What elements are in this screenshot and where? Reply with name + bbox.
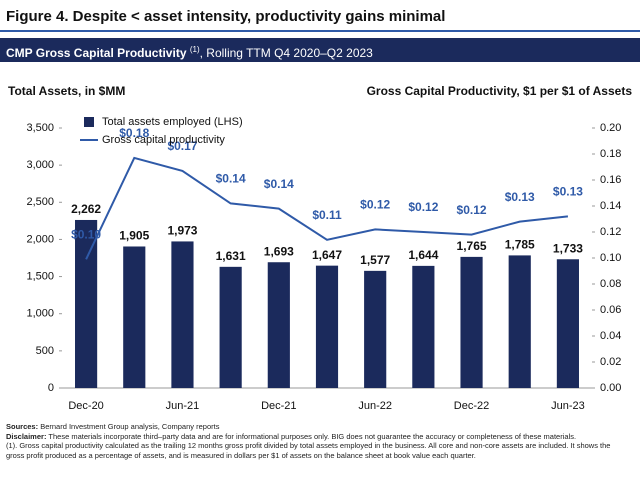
y2-tick-label: 0.18 — [600, 148, 621, 160]
y2-tick-label: 0.10 — [600, 252, 621, 264]
banner-subtitle: , Rolling TTM Q4 2020–Q2 2023 — [199, 46, 373, 60]
y2-tick-label: 0.06 — [600, 304, 621, 316]
y2-tick-label: 0.20 — [600, 122, 621, 134]
disclaimer: Disclaimer: These materials incorporate … — [6, 432, 626, 442]
disclaimer-text: These materials incorporate third–party … — [48, 431, 577, 441]
y-tick-label: 2,500 — [26, 196, 54, 208]
line-value-label: $0.18 — [119, 126, 149, 140]
bar — [75, 219, 98, 388]
bar-value-label: 1,765 — [457, 239, 487, 253]
bar — [315, 265, 339, 388]
y-tick-label: 2,000 — [26, 233, 54, 245]
banner-superscript: (1) — [189, 45, 200, 54]
y2-tick-label: 0.12 — [600, 226, 621, 238]
bar — [123, 246, 146, 388]
legend-label: Gross capital productivity — [102, 134, 225, 146]
footnotes: Sources: Bernard Investment Group analys… — [6, 422, 626, 460]
bar-value-label: 1,647 — [312, 248, 342, 262]
bar — [412, 265, 435, 388]
y-tick-label: 0 — [48, 382, 54, 394]
banner-title: CMP Gross Capital Productivity — [6, 46, 187, 60]
bar-value-label: 1,973 — [167, 224, 197, 238]
line-value-label: $0.12 — [408, 200, 438, 214]
note: (1). Gross capital productivity calculat… — [6, 441, 611, 460]
y2-tick-label: 0.08 — [600, 278, 621, 290]
chart: Total Assets, in $MM Gross Capital Produ… — [8, 84, 633, 412]
line-value-label: $0.13 — [553, 185, 583, 199]
line-value-label: $0.14 — [264, 177, 294, 191]
bar — [364, 270, 387, 388]
y-tick-label: 3,000 — [26, 159, 54, 171]
bar-value-label: 1,644 — [408, 248, 438, 262]
y2-tick-label: 0.02 — [600, 356, 621, 368]
bar-value-label: 1,577 — [360, 253, 390, 267]
bar — [171, 241, 194, 388]
y-tick-label: 1,000 — [26, 308, 54, 320]
bar-value-label: 1,631 — [216, 249, 246, 263]
line-value-label: $0.13 — [505, 190, 535, 204]
y-axis-title: Total Assets, in $MM — [8, 84, 125, 98]
line-value-label: $0.12 — [457, 203, 487, 217]
bar — [267, 262, 290, 388]
y-tick-label: 3,500 — [26, 122, 54, 134]
bar — [508, 255, 531, 388]
y2-tick-label: 0.04 — [600, 330, 621, 342]
bar — [219, 266, 242, 388]
bar-value-label: 1,905 — [119, 229, 149, 243]
line-value-label: $0.17 — [167, 139, 197, 153]
x-tick-label: Jun-23 — [551, 400, 585, 412]
sources-text: Bernard Investment Group analysis, Compa… — [40, 422, 220, 431]
bar — [556, 259, 579, 388]
banner: CMP Gross Capital Productivity (1), Roll… — [0, 38, 640, 62]
line — [85, 156, 569, 260]
bar-value-label: 1,693 — [264, 244, 294, 258]
line-value-label: $0.12 — [360, 198, 390, 212]
line-value-label: $0.11 — [312, 208, 342, 222]
line-value-label: $0.14 — [216, 172, 246, 186]
y2-tick-label: 0.14 — [600, 200, 621, 212]
legend-label: Total assets employed (LHS) — [102, 116, 243, 128]
y2-tick-label: 0.00 — [600, 382, 621, 394]
y2-axis-title: Gross Capital Productivity, $1 per $1 of… — [367, 84, 633, 98]
title-rule — [0, 30, 640, 32]
bar-value-label: 1,785 — [505, 238, 535, 252]
y-tick-label: 1,500 — [26, 270, 54, 282]
x-tick-label: Dec-21 — [261, 400, 296, 412]
y2-tick-label: 0.16 — [600, 174, 621, 186]
x-tick-label: Jun-22 — [358, 400, 392, 412]
bar — [460, 256, 483, 388]
line-value-label: $0.10 — [71, 227, 101, 241]
legend-swatch — [84, 117, 94, 127]
bar-value-label: 1,733 — [553, 241, 583, 255]
x-tick-label: Dec-22 — [454, 400, 489, 412]
sources: Sources: Bernard Investment Group analys… — [6, 422, 626, 432]
bar-value-label: 2,262 — [71, 202, 101, 216]
x-tick-label: Dec-20 — [68, 400, 103, 412]
figure-title: Figure 4. Despite < asset intensity, pro… — [6, 8, 446, 25]
x-tick-label: Jun-21 — [166, 400, 200, 412]
disclaimer-label: Disclaimer: — [6, 431, 47, 441]
sources-label: Sources: — [6, 422, 39, 431]
y-tick-label: 500 — [36, 345, 54, 357]
